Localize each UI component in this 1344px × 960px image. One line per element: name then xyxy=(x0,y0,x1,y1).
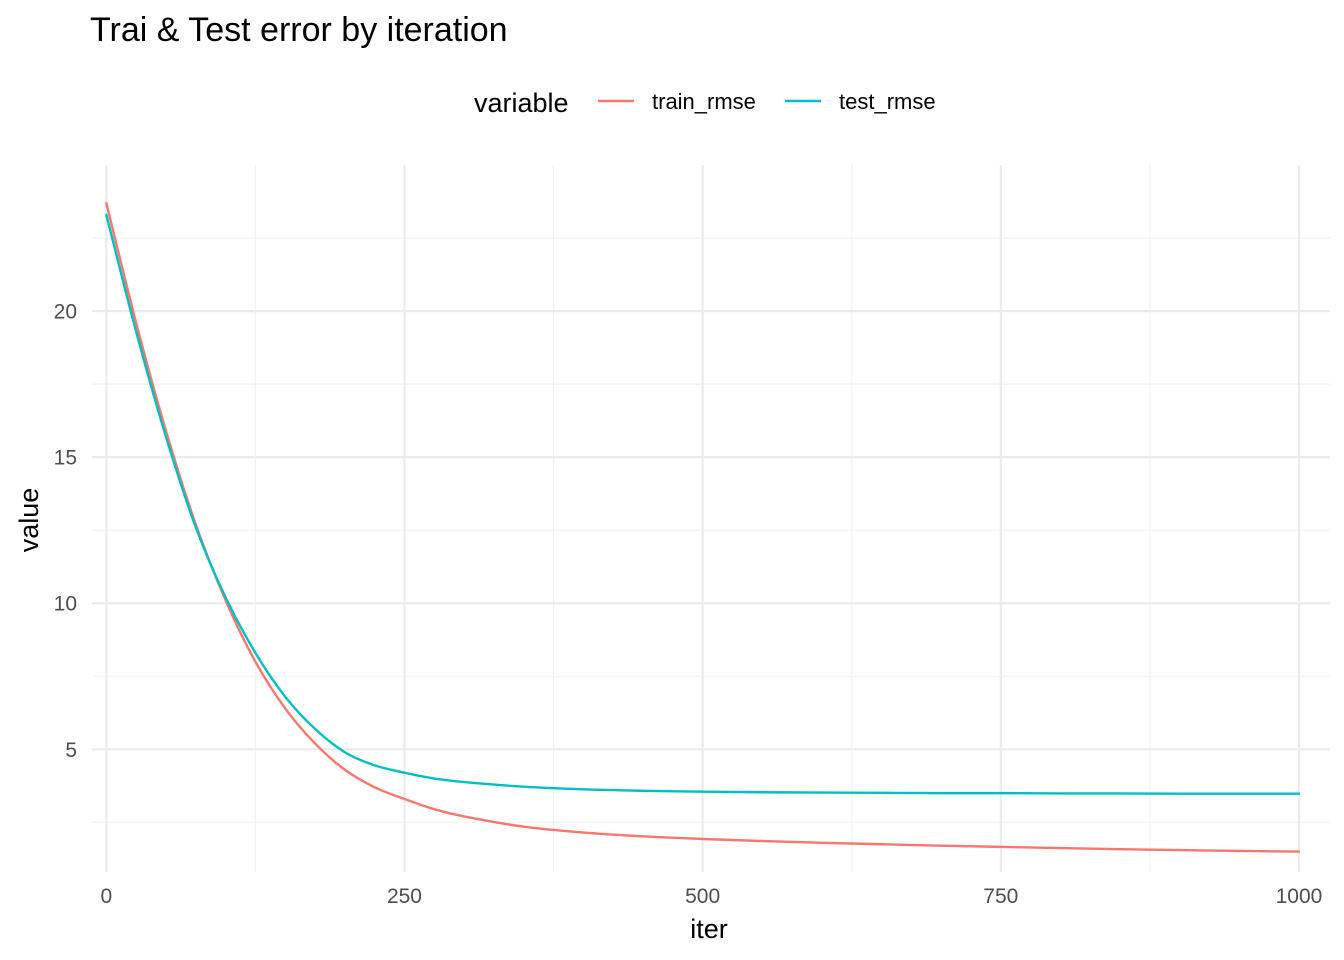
series-lines xyxy=(105,201,1301,853)
legend-label-test_rmse: test_rmse xyxy=(839,89,936,114)
series-line-test_rmse xyxy=(105,213,1301,795)
chart-title: Trai & Test error by iteration xyxy=(90,11,508,49)
legend-title: variable xyxy=(474,88,569,118)
x-tick-label: 1000 xyxy=(1276,885,1323,908)
y-tick-label: 10 xyxy=(54,593,77,616)
x-axis-label: iter xyxy=(690,914,728,944)
y-tick-label: 5 xyxy=(65,739,77,762)
legend: variable train_rmse test_rmse xyxy=(474,88,936,118)
x-tick-label: 250 xyxy=(387,885,422,908)
y-axis-label: value xyxy=(14,488,44,553)
legend-label-train_rmse: train_rmse xyxy=(652,89,756,114)
y-tick-label: 15 xyxy=(54,447,77,470)
y-tick-label: 20 xyxy=(54,301,77,324)
x-tick-label: 500 xyxy=(685,885,720,908)
grid xyxy=(92,165,1330,872)
x-tick-label: 0 xyxy=(100,885,112,908)
x-tick-label: 750 xyxy=(983,885,1018,908)
y-axis-ticks: 5 10 15 20 xyxy=(54,301,77,762)
legend-items: train_rmse test_rmse xyxy=(598,89,936,114)
x-axis-ticks: 0 250 500 750 1000 xyxy=(100,885,1322,908)
